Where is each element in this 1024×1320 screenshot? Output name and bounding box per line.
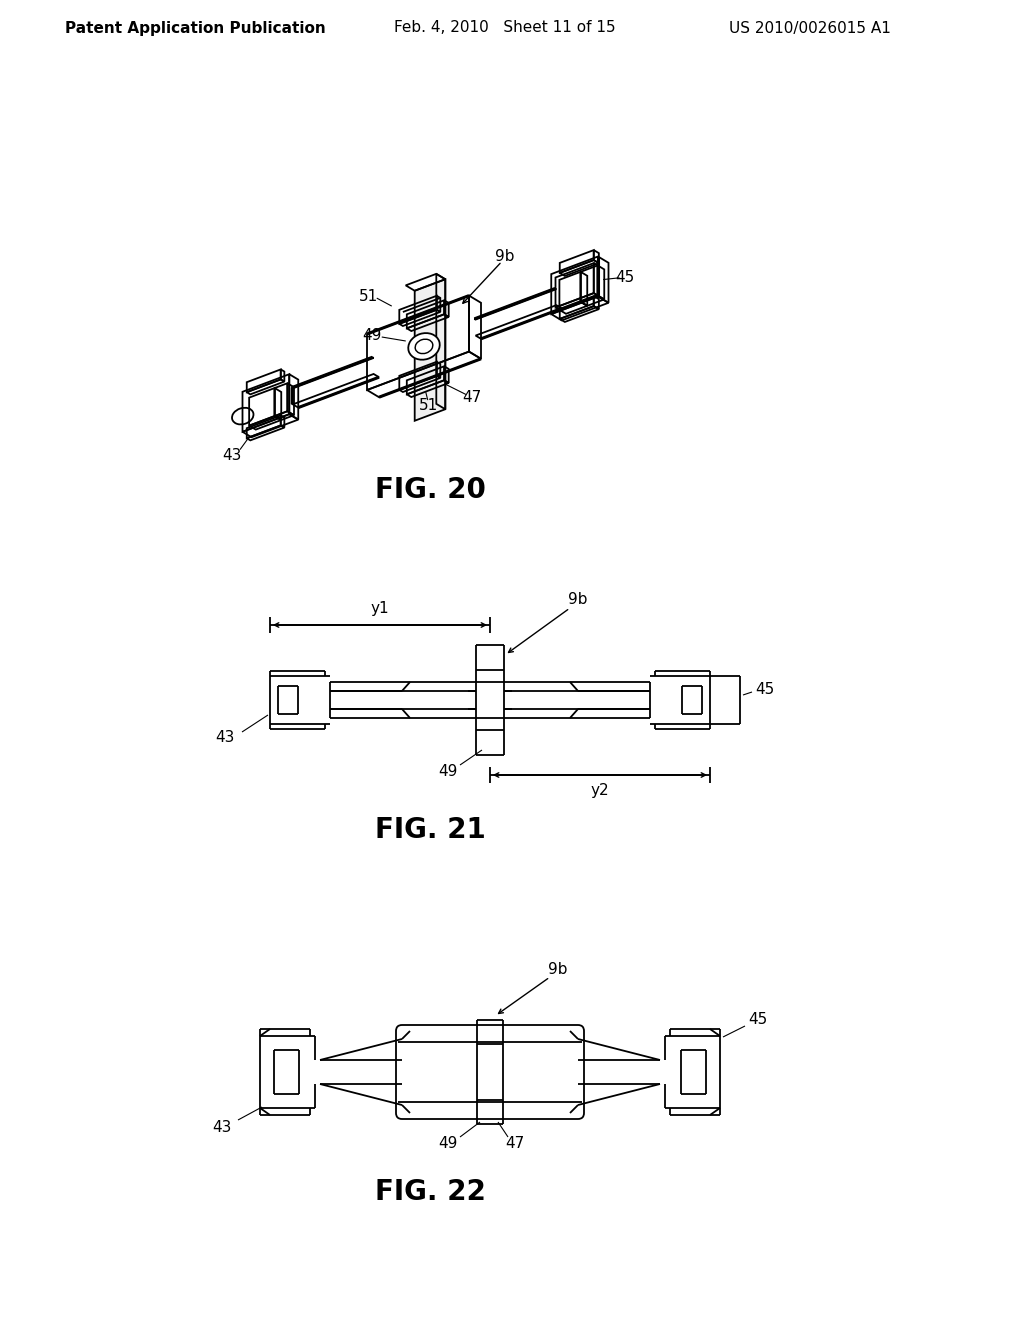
Text: 45: 45 (749, 1012, 768, 1027)
Text: 51: 51 (359, 289, 379, 304)
Text: y1: y1 (371, 602, 389, 616)
Text: 45: 45 (614, 271, 634, 285)
Text: 51: 51 (419, 397, 438, 413)
Text: 43: 43 (222, 447, 242, 463)
Text: 47: 47 (506, 1137, 524, 1151)
Text: 49: 49 (438, 1137, 458, 1151)
Text: 49: 49 (362, 327, 381, 342)
Text: 49: 49 (438, 764, 458, 780)
Text: US 2010/0026015 A1: US 2010/0026015 A1 (729, 21, 891, 36)
Text: 9b: 9b (548, 962, 567, 978)
Text: y2: y2 (591, 784, 609, 799)
Text: FIG. 20: FIG. 20 (375, 477, 485, 504)
Text: 9b: 9b (496, 248, 515, 264)
Polygon shape (415, 280, 445, 421)
Text: Feb. 4, 2010   Sheet 11 of 15: Feb. 4, 2010 Sheet 11 of 15 (394, 21, 615, 36)
FancyBboxPatch shape (396, 1026, 584, 1119)
Text: 45: 45 (756, 682, 774, 697)
Text: FIG. 22: FIG. 22 (375, 1177, 485, 1206)
Text: 43: 43 (212, 1119, 231, 1134)
Text: 43: 43 (215, 730, 234, 746)
Ellipse shape (409, 333, 439, 360)
Text: 9b: 9b (568, 593, 588, 607)
Text: Patent Application Publication: Patent Application Publication (65, 21, 326, 36)
Text: 47: 47 (463, 389, 481, 405)
Text: FIG. 21: FIG. 21 (375, 816, 485, 843)
